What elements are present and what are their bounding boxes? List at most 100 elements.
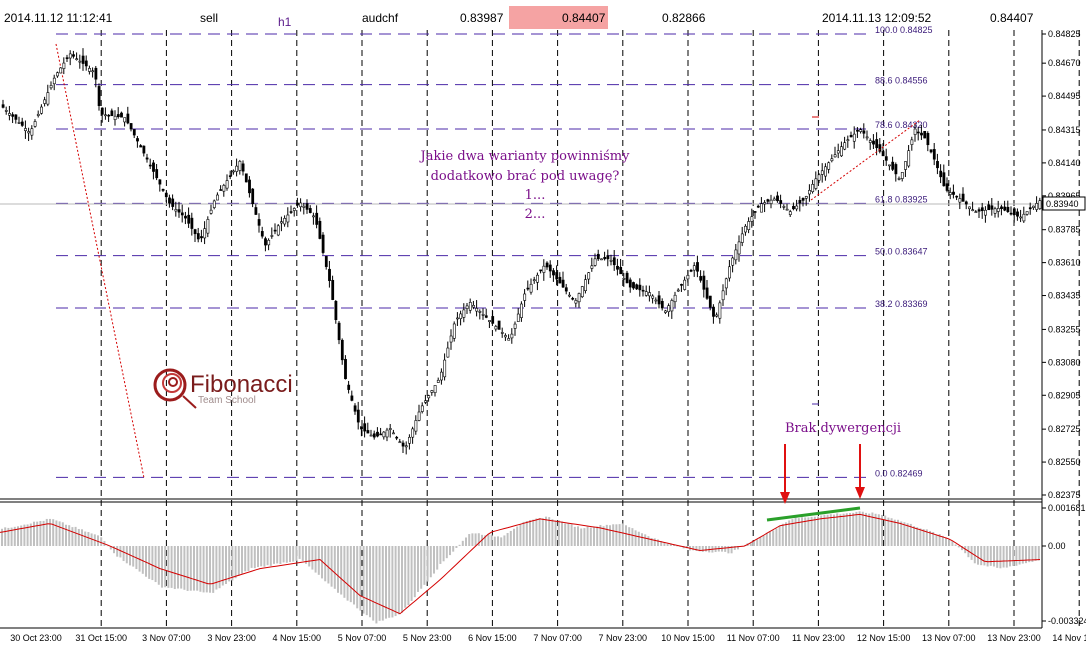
- histogram-bar: [465, 537, 467, 546]
- histogram-bar: [909, 523, 912, 546]
- divergence-label: Brak dywergencji: [785, 421, 901, 436]
- candle-body: [494, 326, 498, 330]
- histogram-bar: [119, 546, 122, 558]
- candle-body: [542, 265, 546, 273]
- candle-body: [827, 162, 831, 170]
- candle-body: [670, 300, 674, 312]
- candle-body: [404, 445, 408, 448]
- fib-level-label: 38.2 0.83369: [875, 299, 928, 309]
- candle-body: [760, 203, 763, 213]
- candle-body: [72, 54, 75, 57]
- candle-body: [107, 114, 111, 117]
- candle-body: [270, 235, 274, 237]
- end-time: 2014.11.13 12:09:52: [822, 11, 932, 25]
- histogram-bar: [228, 546, 231, 582]
- histogram-bar: [404, 546, 407, 608]
- fib-level-label: 0.0 0.82469: [875, 468, 923, 478]
- histogram-bar: [301, 546, 304, 561]
- fibonacci-levels[interactable]: 100.0 0.84825 88.6 0.84556 78.6 0.84320 61.…: [56, 25, 933, 478]
- candle-body: [251, 188, 255, 204]
- candle-body: [913, 128, 917, 135]
- candle-body: [472, 305, 475, 308]
- candle-body: [257, 219, 261, 226]
- price-tick-label: 0.84140: [1048, 158, 1081, 168]
- histogram-bar: [388, 546, 391, 618]
- candle-body: [443, 359, 447, 378]
- histogram-bar: [980, 546, 983, 566]
- candle-body: [392, 432, 395, 435]
- small-trendline[interactable]: [810, 119, 921, 201]
- candle-body: [491, 316, 495, 324]
- time-label: 14 Nov 15:00: [1052, 633, 1086, 643]
- histogram-bar: [938, 534, 941, 546]
- question-option-1: 1...: [525, 188, 546, 203]
- histogram-bar: [362, 546, 365, 614]
- candle-body: [289, 211, 293, 213]
- candle-body: [952, 191, 955, 195]
- histogram-bar: [813, 516, 816, 546]
- candle-body: [702, 275, 706, 290]
- time-axis[interactable]: 30 Oct 23:00 31 Oct 15:00 3 Nov 07:00 3 Nov…: [10, 633, 1086, 643]
- candle-body: [33, 121, 37, 127]
- histogram-bar: [36, 521, 39, 546]
- candle-body: [8, 113, 11, 116]
- histogram-bar: [20, 525, 23, 546]
- candle-body: [168, 197, 171, 204]
- fib-trendline[interactable]: [55, 43, 145, 479]
- candle-body: [177, 209, 181, 213]
- histogram-bar: [458, 544, 461, 546]
- histogram-bar: [561, 521, 563, 546]
- histogram-bar: [839, 514, 842, 546]
- candle-body: [872, 140, 875, 145]
- candle-body: [820, 170, 824, 175]
- histogram-bar: [532, 519, 535, 546]
- histogram-bar: [225, 546, 227, 584]
- candle-body: [1000, 206, 1003, 210]
- histogram-bar: [913, 526, 915, 546]
- candle-body: [116, 114, 120, 118]
- candle-body: [49, 85, 53, 89]
- fibonacci-logo: Fibonacci Team School: [153, 368, 293, 409]
- histogram-bar: [609, 525, 611, 546]
- candle-body: [200, 236, 203, 239]
- candle-body: [641, 289, 645, 292]
- histogram-bar: [343, 546, 346, 598]
- candle-body: [980, 207, 984, 212]
- price-tick-label: 0.84825: [1048, 29, 1081, 39]
- histogram-bar: [148, 546, 151, 579]
- histogram-bar: [417, 546, 419, 592]
- histogram-bar: [314, 546, 317, 573]
- histogram-bar: [122, 546, 125, 562]
- candle-body: [849, 134, 853, 138]
- candle-body: [740, 233, 744, 243]
- price-axis[interactable]: 0.84825 0.84670 0.84495 0.84315 0.84140 0.839…: [1042, 29, 1081, 500]
- candle-body: [603, 257, 607, 260]
- histogram-bar: [929, 530, 931, 546]
- histogram-bar: [266, 546, 269, 566]
- candle-body: [907, 150, 911, 167]
- divergence-trendline[interactable]: [766, 506, 861, 522]
- candle-body: [971, 209, 975, 212]
- histogram-bar: [554, 520, 557, 546]
- histogram-bar: [7, 527, 10, 546]
- histogram-bar: [116, 546, 119, 557]
- histogram-bar: [125, 546, 128, 564]
- candle-body: [366, 430, 370, 434]
- histogram-bar: [765, 532, 768, 546]
- time-label: 7 Nov 23:00: [599, 633, 648, 643]
- candle-body: [804, 196, 808, 199]
- histogram-bar: [365, 546, 368, 616]
- histogram-bar: [737, 546, 739, 550]
- histogram-bar: [445, 546, 448, 559]
- histogram-bar: [602, 526, 605, 546]
- histogram-bar: [701, 546, 704, 552]
- histogram-bar: [785, 522, 787, 546]
- histogram-bar: [884, 515, 887, 546]
- candle-body: [996, 208, 1000, 212]
- candle-body: [100, 107, 104, 115]
- candle-body: [686, 275, 690, 280]
- candle-body: [932, 149, 936, 160]
- candle-body: [833, 154, 837, 158]
- histogram-bar: [826, 514, 829, 546]
